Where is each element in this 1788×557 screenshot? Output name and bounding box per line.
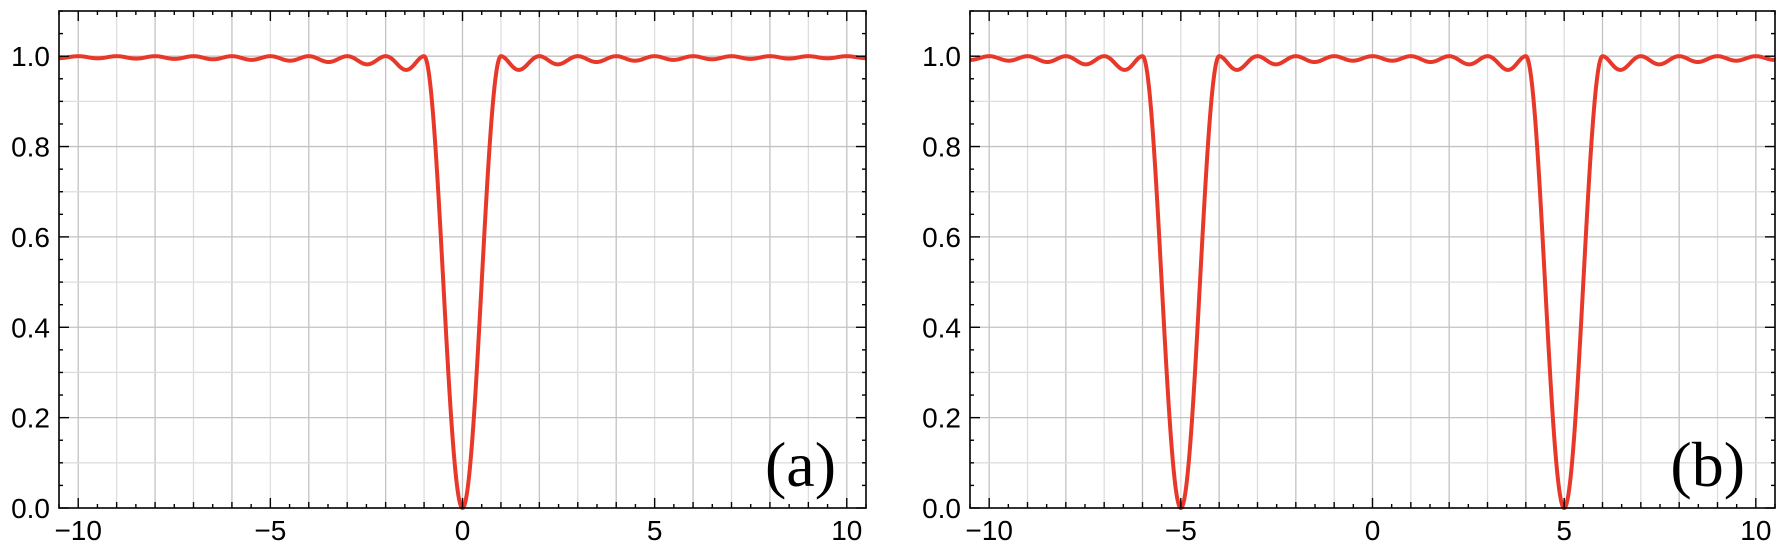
y-tick-label: 0.8 <box>11 132 50 163</box>
y-tick-label: 0.6 <box>11 222 50 253</box>
grid <box>59 11 866 508</box>
y-tick-label: 0.2 <box>922 403 961 434</box>
y-tick-label: 0.0 <box>11 493 50 524</box>
ticks <box>969 10 1776 509</box>
y-tick-label: 0.2 <box>11 403 50 434</box>
x-tick-label: 0 <box>455 515 471 546</box>
series-line <box>968 54 1777 510</box>
y-tick-label: 0.8 <box>922 132 961 163</box>
x-tick-label: −5 <box>1165 515 1197 546</box>
panel-label: (b) <box>1670 429 1745 500</box>
panel-label: (a) <box>765 429 836 500</box>
x-tick-label: −10 <box>965 515 1013 546</box>
y-tick-label: 0.0 <box>922 493 961 524</box>
y-tick-label: 0.4 <box>11 312 50 343</box>
y-tick-label: 1.0 <box>11 41 50 72</box>
x-tick-label: 10 <box>1740 515 1771 546</box>
x-tick-label: −5 <box>254 515 286 546</box>
x-tick-label: 10 <box>831 515 862 546</box>
panel-b: −10 −5 0 5 10 0.0 0.2 0.4 0.6 0.8 1.0 (b) <box>922 10 1777 546</box>
grid <box>970 11 1775 508</box>
panel-a: −10 −5 0 5 10 0.0 0.2 0.4 0.6 0.8 1.0 (a) <box>11 10 868 546</box>
y-tick-label: 0.4 <box>922 312 961 343</box>
x-tick-label: 0 <box>1365 515 1381 546</box>
x-tick-label: 5 <box>647 515 663 546</box>
x-tick-label: 5 <box>1556 515 1572 546</box>
y-tick-label: 1.0 <box>922 41 961 72</box>
y-tick-label: 0.6 <box>922 222 961 253</box>
x-tick-label: −10 <box>54 515 102 546</box>
ticks <box>58 10 867 509</box>
